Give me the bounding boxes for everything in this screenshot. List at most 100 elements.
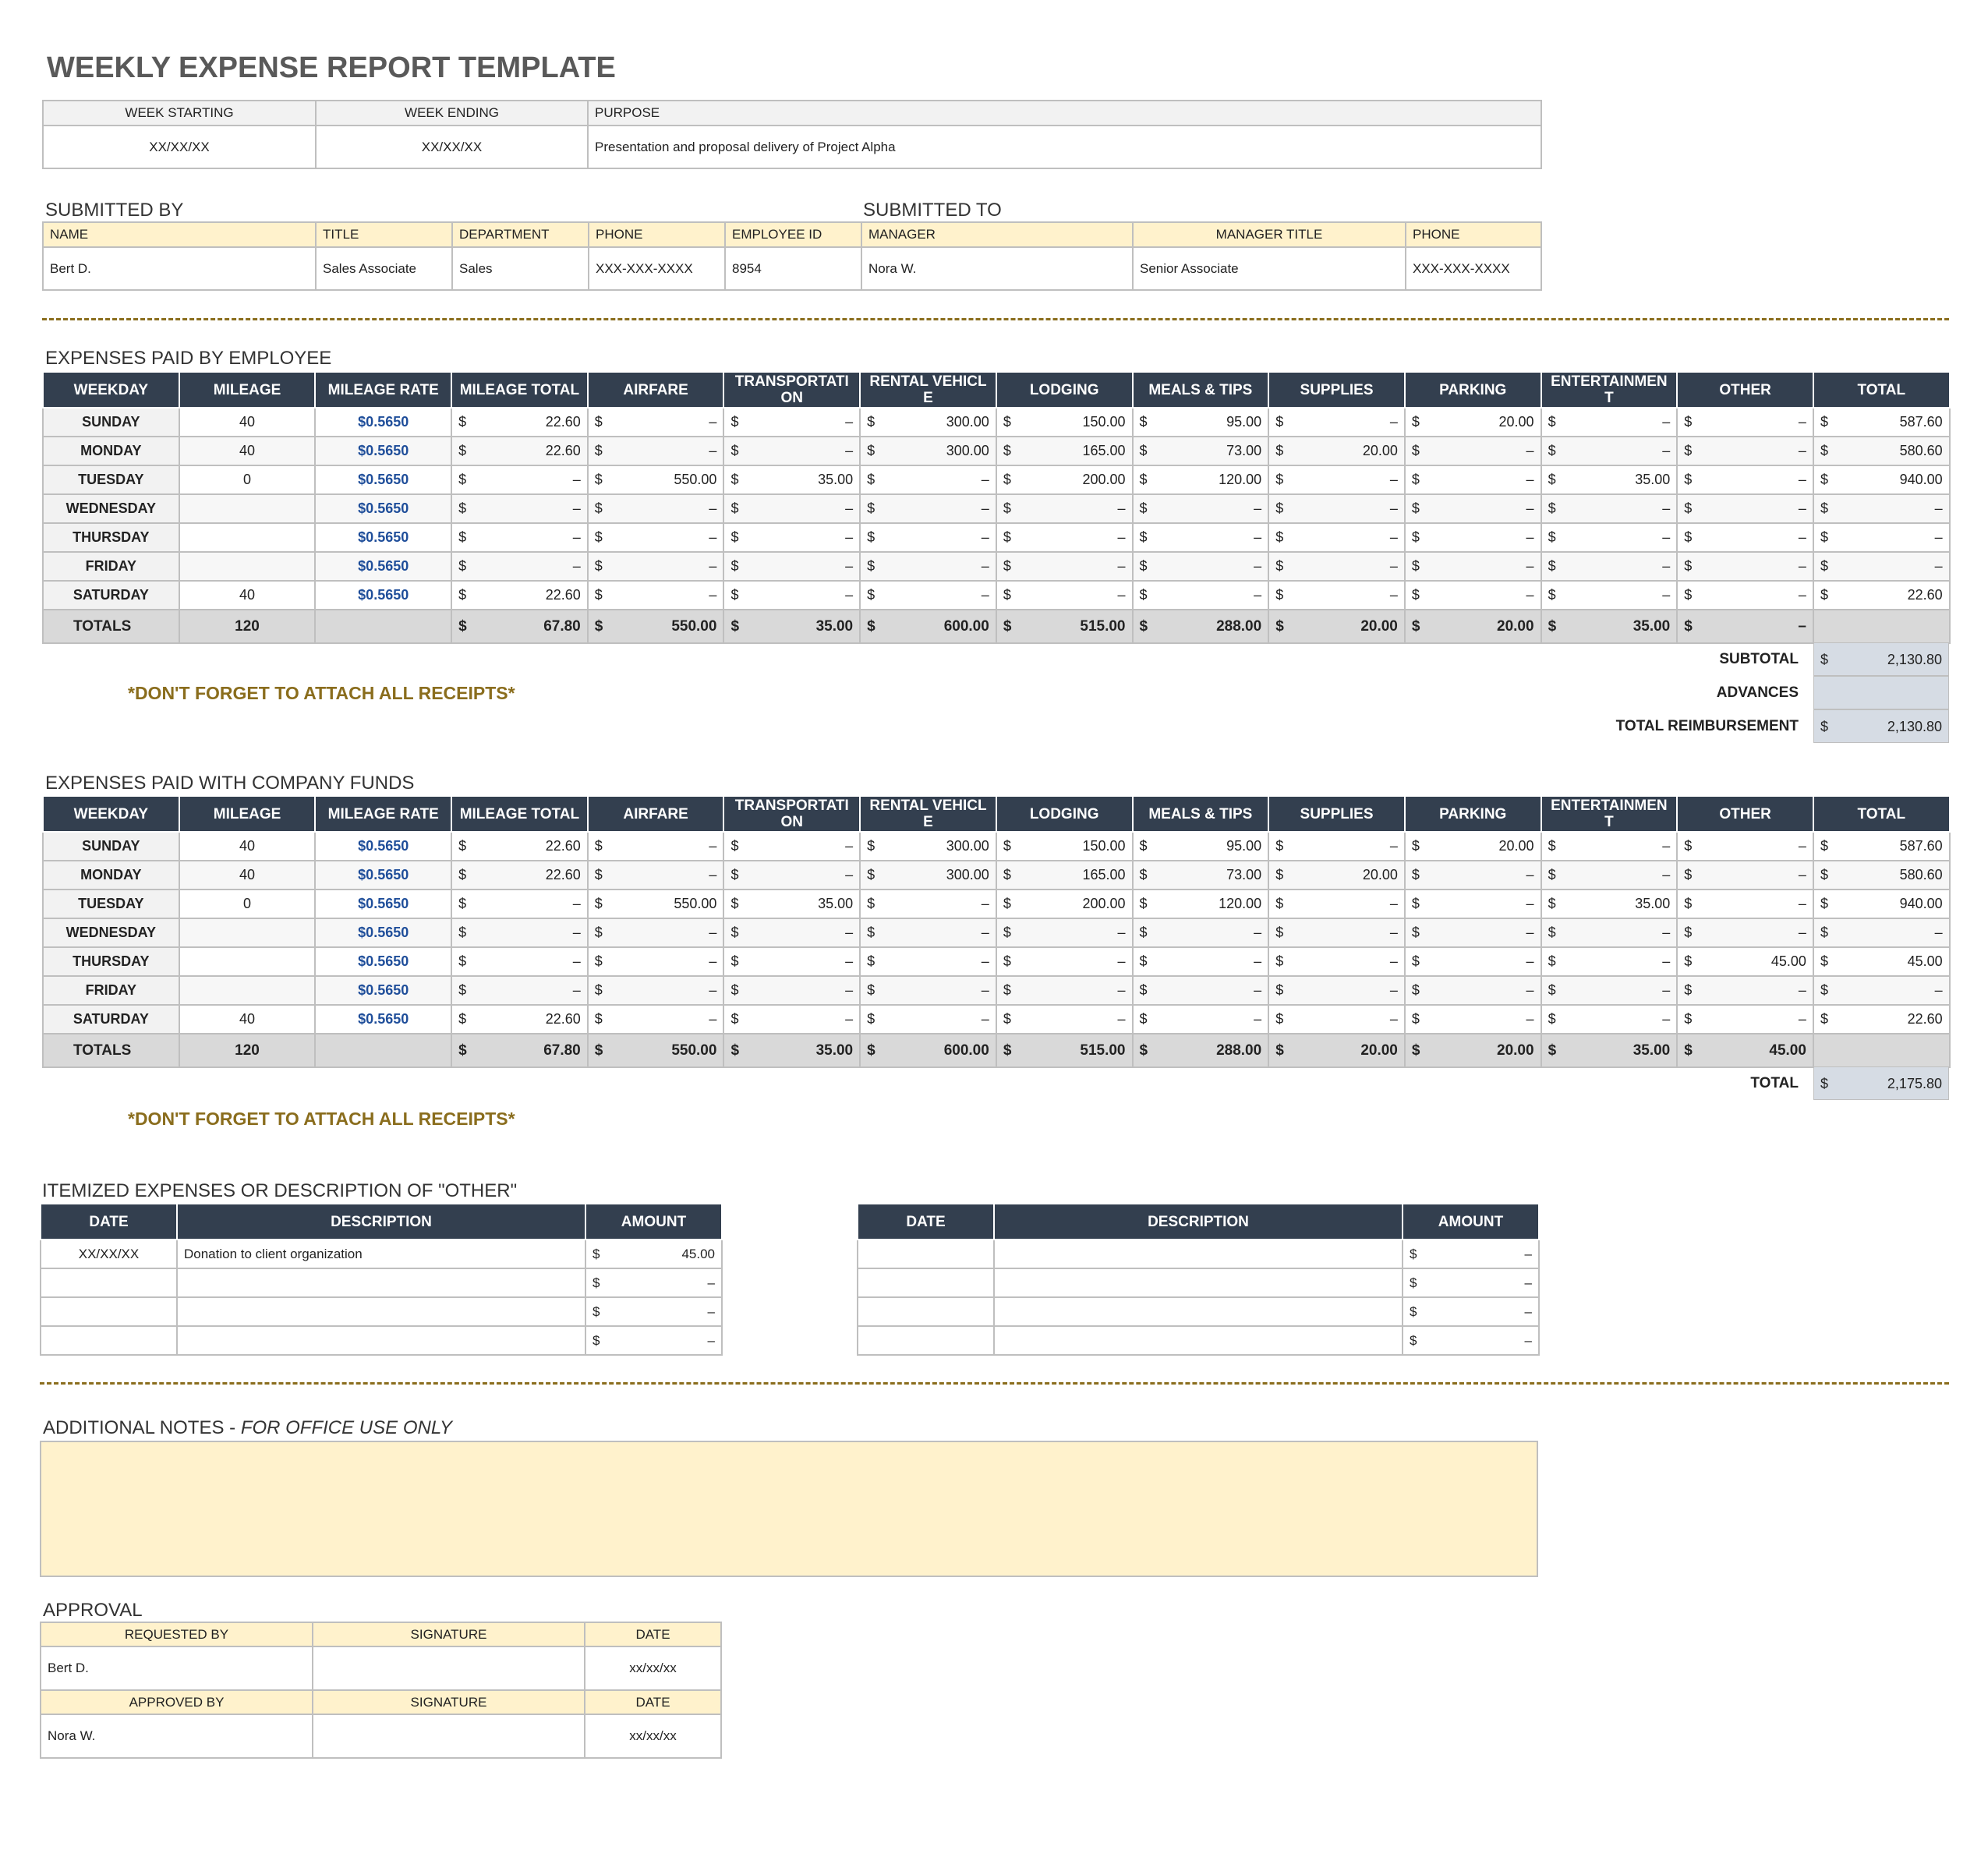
currency-symbol: $ — [1139, 1011, 1148, 1027]
cell: $ – — [859, 580, 997, 610]
amount: – — [981, 896, 989, 911]
currency-symbol: $ — [1411, 617, 1420, 635]
cell — [993, 1325, 1403, 1356]
cell: $200.00 — [995, 889, 1134, 919]
currency-cell: $45.00 — [1684, 953, 1806, 970]
amount: – — [1934, 500, 1943, 516]
currency-symbol: $ — [1275, 867, 1284, 882]
currency-symbol: $ — [1820, 925, 1828, 940]
cell: TOTALS — [42, 1033, 180, 1068]
expense-row: THURSDAY $0.5650 $ – $ – $ – $ – $ – $ – $ – $ – $ – $45.00 $… — [42, 946, 1951, 977]
cell: WEDNESDAY — [42, 918, 180, 948]
cell: $ – — [586, 831, 725, 861]
amount: 550.00 — [671, 1042, 717, 1059]
currency-symbol: $ — [1684, 867, 1693, 882]
cell: $ – — [451, 889, 589, 919]
cell: $ – — [1268, 493, 1406, 524]
currency-symbol: $ — [594, 617, 603, 635]
currency-cell: $ – — [867, 587, 989, 603]
cell — [178, 975, 317, 1006]
currency-symbol: $ — [867, 558, 875, 574]
currency-cell: $ – — [595, 982, 717, 999]
cell: 40 — [178, 436, 317, 466]
cell: $ – — [1131, 551, 1270, 582]
currency-symbol: $ — [1548, 443, 1556, 458]
cell: $ – — [859, 946, 997, 977]
currency-symbol: $ — [1411, 500, 1420, 516]
currency-cell: $ – — [458, 500, 581, 517]
amount: – — [1254, 529, 1262, 545]
cell: $ – — [1540, 975, 1678, 1006]
cell — [312, 1646, 585, 1691]
amount: – — [1389, 896, 1398, 911]
cell: $ – — [723, 493, 861, 524]
amount: 2,130.80 — [1887, 719, 1942, 734]
expense-row: TUESDAY 0 $0.5650 $ – $550.00 $35.00 $ – $200.00 $… — [42, 465, 1951, 495]
amount: 940.00 — [1899, 472, 1943, 487]
currency-cell: $ – — [1003, 500, 1126, 517]
cell: $ – — [1812, 918, 1951, 948]
cell: $550.00 — [586, 889, 725, 919]
currency-symbol: $ — [1410, 1275, 1417, 1290]
amount: 515.00 — [1080, 1042, 1126, 1059]
currency-symbol: $ — [730, 529, 739, 545]
totals-row: TOTALS 120 $67.80 $550.00 $35.00 $600.00 $515.… — [42, 609, 1951, 644]
expense-row: WEDNESDAY $0.5650 $ – $ – $ – $ – $ – $ – $ – $ – $ – $ – $ – — [42, 493, 1951, 524]
amount: 22.60 — [545, 587, 581, 603]
currency-symbol: $ — [867, 443, 875, 458]
cell: $35.00 — [723, 889, 861, 919]
currency-symbol: $ — [458, 867, 467, 882]
cell: $ – — [1403, 551, 1542, 582]
currency-cell: $ – — [595, 838, 717, 854]
amount: – — [1526, 925, 1534, 940]
currency-symbol: $ — [1003, 1011, 1011, 1027]
cell — [176, 1268, 586, 1298]
cell: $ – — [1403, 918, 1542, 948]
amount: 35.00 — [815, 1042, 854, 1059]
amount: 550.00 — [671, 617, 717, 635]
column-header: OTHER — [1676, 795, 1814, 833]
cell: $ – — [1676, 975, 1814, 1006]
currency-cell: $ – — [1548, 529, 1671, 546]
currency-symbol: $ — [458, 500, 467, 516]
currency-symbol: $ — [1275, 953, 1284, 969]
cell: $ – — [451, 918, 589, 948]
currency-cell: $ – — [1003, 925, 1126, 941]
currency-cell: $20.00 — [1275, 867, 1398, 883]
amount: 95.00 — [1226, 414, 1262, 430]
currency-symbol: $ — [867, 982, 875, 998]
currency-cell: $ – — [595, 529, 717, 546]
cell: $ – — [995, 580, 1134, 610]
currency-symbol: $ — [1411, 953, 1420, 969]
expense-row: MONDAY 40 $0.5650 $22.60 $ – $ – $300.00 $165.00 $… — [42, 436, 1951, 466]
amount: – — [1389, 838, 1398, 854]
cell: $ – — [1540, 522, 1678, 553]
currency-cell: $ – — [1548, 925, 1671, 941]
cell: $22.60 — [451, 580, 589, 610]
cell: $ – — [585, 1325, 723, 1356]
cell: $150.00 — [995, 407, 1134, 437]
currency-symbol: $ — [1003, 529, 1011, 545]
cell: $35.00 — [1540, 889, 1678, 919]
currency-cell: $ – — [1275, 500, 1398, 517]
amount: 22.60 — [545, 1011, 581, 1027]
currency-cell: $45.00 — [593, 1247, 715, 1262]
currency-cell: $ – — [1548, 414, 1671, 430]
currency-symbol: $ — [1820, 443, 1828, 458]
currency-cell: $ – — [1410, 1304, 1532, 1320]
cell: $0.5650 — [314, 889, 453, 919]
cell: $150.00 — [995, 831, 1134, 861]
currency-symbol: $ — [1139, 472, 1148, 487]
cell: 40 — [178, 407, 317, 437]
currency-cell: $67.80 — [458, 618, 581, 635]
amount: – — [845, 558, 854, 574]
amount: 587.60 — [1899, 414, 1943, 430]
divider — [42, 318, 1949, 320]
currency-cell: $ – — [1820, 982, 1943, 999]
summary-value: $2,130.80 — [1813, 709, 1949, 743]
currency-cell: $2,130.80 — [1820, 643, 1942, 677]
summary-value: $2,175.80 — [1813, 1066, 1949, 1100]
currency-symbol: $ — [1548, 529, 1556, 545]
currency-cell: $ – — [1412, 529, 1534, 546]
currency-symbol: $ — [1003, 982, 1011, 998]
